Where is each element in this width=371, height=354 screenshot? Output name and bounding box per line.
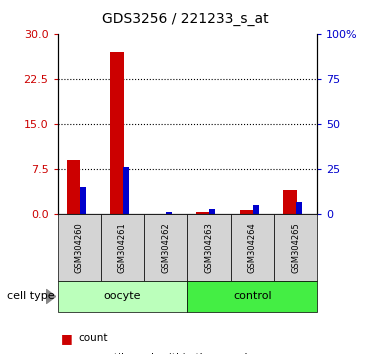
Bar	[101, 214, 144, 281]
Text: GSM304263: GSM304263	[204, 222, 213, 273]
Bar	[144, 214, 187, 281]
Bar	[283, 190, 297, 214]
Polygon shape	[46, 290, 56, 303]
Text: ■: ■	[61, 332, 73, 344]
Bar	[253, 205, 259, 214]
Bar	[296, 202, 302, 214]
Bar	[67, 160, 81, 214]
Text: GSM304264: GSM304264	[248, 222, 257, 273]
Bar	[197, 212, 210, 214]
Bar	[240, 210, 254, 214]
Bar	[231, 214, 274, 281]
Bar	[123, 167, 129, 214]
Text: GSM304265: GSM304265	[291, 222, 300, 273]
Bar	[187, 214, 231, 281]
Bar	[209, 209, 216, 214]
Bar	[58, 214, 101, 281]
Text: control: control	[233, 291, 272, 302]
Bar	[110, 52, 124, 214]
Bar	[166, 212, 172, 214]
Text: GDS3256 / 221233_s_at: GDS3256 / 221233_s_at	[102, 12, 269, 27]
Bar	[80, 187, 86, 214]
Bar	[58, 281, 187, 312]
Text: GSM304260: GSM304260	[75, 222, 83, 273]
Bar	[274, 214, 317, 281]
Text: percentile rank within the sample: percentile rank within the sample	[78, 353, 254, 354]
Text: GSM304261: GSM304261	[118, 222, 127, 273]
Bar	[187, 281, 317, 312]
Text: ■: ■	[61, 351, 73, 354]
Text: cell type: cell type	[7, 291, 55, 302]
Text: count: count	[78, 333, 108, 343]
Text: GSM304262: GSM304262	[161, 222, 170, 273]
Text: oocyte: oocyte	[104, 291, 141, 302]
